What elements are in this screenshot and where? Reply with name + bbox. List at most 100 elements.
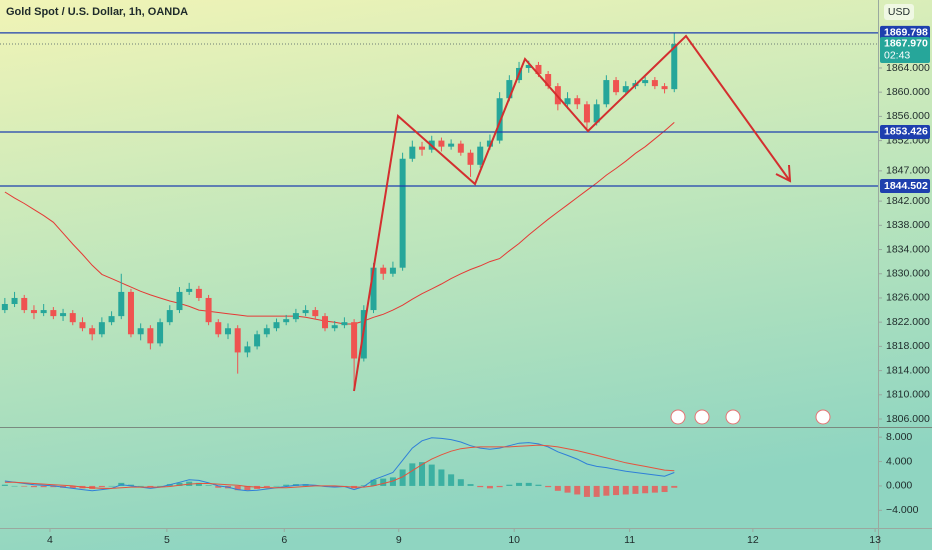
macd-line: [4, 437, 675, 492]
candle-body: [89, 328, 96, 335]
candle-body: [30, 310, 37, 314]
currency-box[interactable]: [884, 4, 914, 20]
histogram-bar: [137, 485, 144, 487]
histogram-bar: [486, 485, 493, 489]
candle-body: [273, 322, 280, 329]
candle-body: [535, 64, 542, 75]
histogram-bar: [642, 485, 649, 494]
candle-body: [448, 143, 455, 147]
histogram-bar: [477, 485, 484, 488]
x-tick-label: 6: [281, 534, 287, 546]
histogram-bar: [98, 485, 105, 488]
histogram-bar: [467, 484, 474, 486]
candle-body: [574, 98, 581, 105]
y-tick-label: 1860.000: [886, 86, 930, 98]
x-tick-label: 13: [869, 534, 881, 546]
histogram-bar: [554, 485, 561, 491]
candle-body: [370, 267, 377, 311]
last-price-label: 1867.970: [884, 38, 928, 50]
candle-body: [234, 328, 241, 353]
candle-body: [60, 313, 67, 317]
histogram-bar: [419, 462, 426, 486]
x-tick-label: 11: [624, 534, 635, 546]
histogram-bar: [360, 485, 367, 486]
candle-body: [486, 140, 493, 147]
candle-body: [176, 291, 183, 311]
histogram-bar: [409, 463, 416, 486]
histogram-bar: [157, 485, 164, 487]
histogram-bar: [496, 485, 503, 488]
candle-body: [642, 80, 649, 84]
price-label: 1853.426: [884, 126, 928, 138]
histogram-bar: [176, 482, 183, 486]
candle-body: [593, 104, 600, 123]
candle-body: [205, 297, 212, 323]
candle-body: [438, 140, 445, 147]
candle-body: [108, 316, 115, 323]
candle-body: [186, 288, 193, 292]
marks: 4 5 6 9 10 11 12 13 1806.000 1810.000 1814.000 1818…: [0, 25, 930, 546]
event-icons: [670, 409, 831, 425]
y-tick-label: 1818.000: [886, 340, 930, 352]
y-tick-label: 4.000: [886, 455, 912, 467]
histogram-bar: [234, 485, 241, 491]
histogram-bar: [399, 469, 406, 486]
candle-body: [661, 86, 668, 90]
histogram-bar: [661, 485, 668, 493]
candle-body: [496, 98, 503, 141]
y-tick-label: 1864.000: [886, 62, 930, 74]
candle-body: [545, 74, 552, 87]
candle-body: [40, 310, 47, 314]
candle-body: [312, 310, 319, 317]
candle-body: [380, 267, 387, 274]
candle-body: [351, 322, 358, 359]
candle-body: [147, 328, 154, 344]
x-tick-label: 9: [396, 534, 402, 546]
histogram-bar: [205, 485, 212, 486]
candle-body: [244, 346, 251, 353]
candle-body: [292, 313, 299, 320]
histogram-bar: [428, 464, 435, 486]
histogram-bar: [671, 485, 678, 488]
histogram-bar: [457, 479, 464, 486]
histogram-bar: [263, 485, 270, 488]
histogram-bar: [574, 485, 581, 495]
currency: USD: [888, 6, 911, 18]
event-icon[interactable]: [725, 409, 741, 425]
x-tick-label: 5: [164, 534, 170, 546]
candle-body: [127, 291, 134, 335]
histogram-bar: [564, 485, 571, 493]
event-icon[interactable]: [694, 409, 710, 425]
y-tick-label: 0.000: [886, 480, 912, 492]
price-label: 1844.502: [884, 180, 928, 192]
price-label-box: [880, 178, 930, 193]
candle-body: [254, 334, 261, 347]
chart-title: Gold Spot / U.S. Dollar, 1h, OANDA: [6, 6, 188, 18]
event-icon[interactable]: [815, 409, 831, 425]
histogram-bar: [448, 474, 455, 486]
y-tick-label: 1826.000: [886, 292, 930, 304]
histogram-bar: [370, 479, 377, 486]
y-tick-label: 1834.000: [886, 243, 930, 255]
candle-body: [399, 158, 406, 268]
histogram-bar: [331, 485, 338, 488]
price-label: 1869.798: [884, 27, 928, 39]
candle-body: [506, 80, 513, 99]
histogram-bar: [535, 484, 542, 486]
candle-body: [98, 322, 105, 335]
y-tick-label: 8.000: [886, 431, 912, 443]
candle-body: [651, 80, 658, 87]
candle-body: [79, 322, 86, 329]
event-icon[interactable]: [670, 409, 686, 425]
candle-body: [603, 80, 610, 105]
candle-body: [583, 104, 590, 123]
candle-body: [613, 80, 620, 93]
candle-body: [157, 322, 164, 344]
arrow-head: [775, 164, 792, 183]
candle-body: [525, 64, 532, 68]
candle-body: [283, 319, 290, 323]
candle-body: [137, 328, 144, 335]
histogram-bar: [215, 485, 222, 488]
